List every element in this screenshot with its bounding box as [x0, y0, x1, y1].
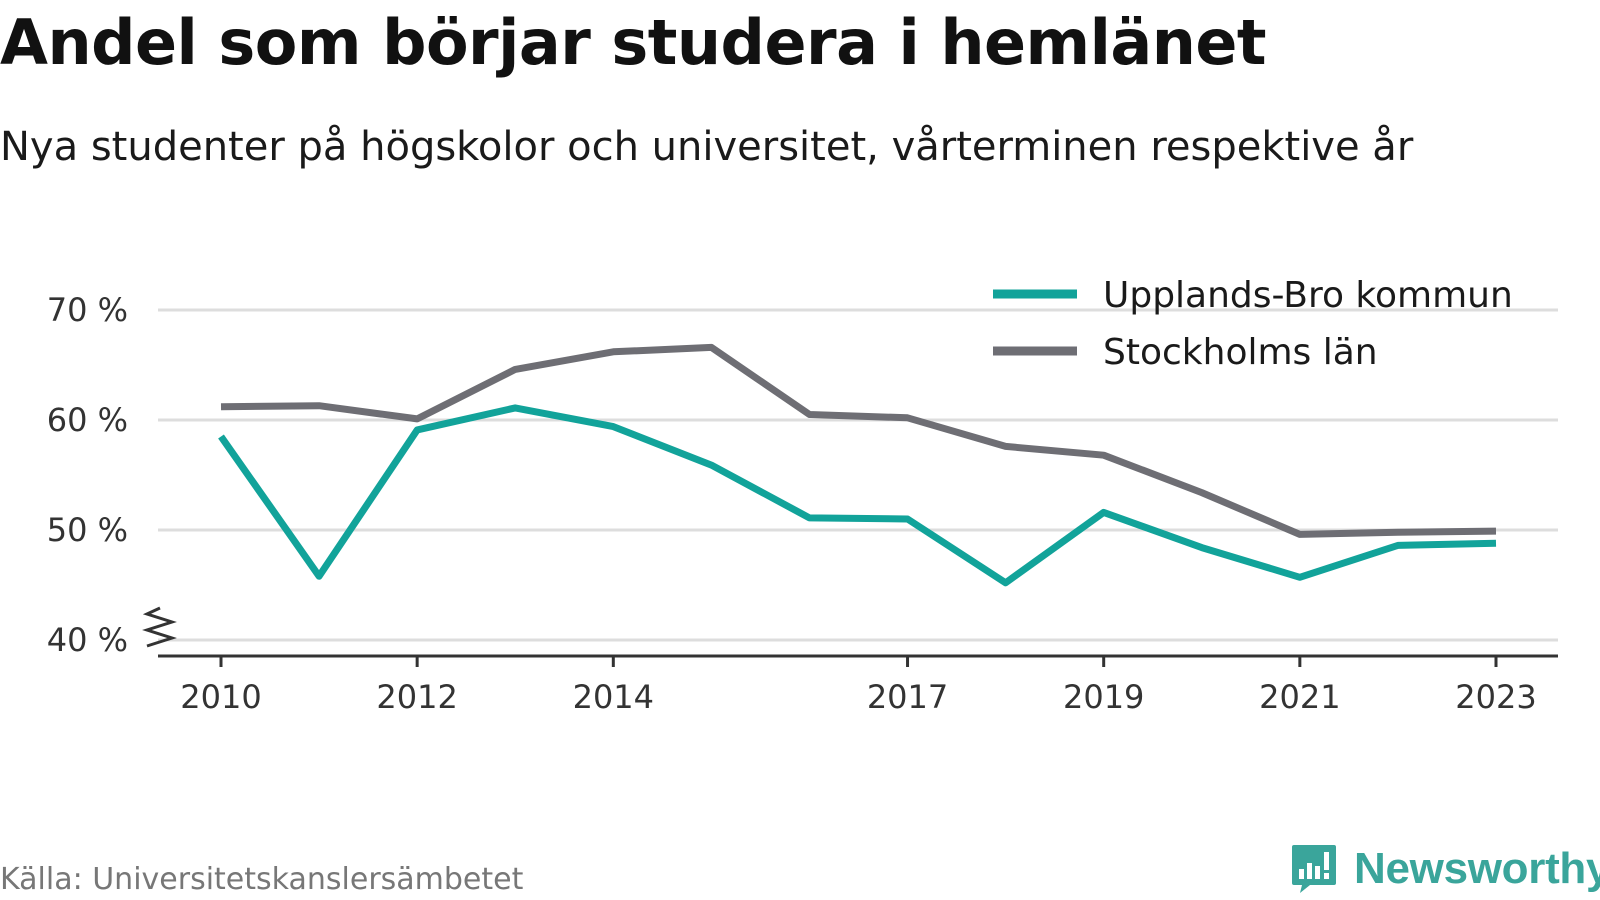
axes: 40 % 50 % 60 % 70 % 2010 2012 2014 2017 2019 2021…	[47, 291, 1558, 716]
bar-chart-exclamation-icon	[1292, 845, 1336, 893]
x-tick-label-2014: 2014	[573, 678, 654, 716]
brand-logo: Newsworthy	[1290, 843, 1600, 895]
x-tick-label-2019: 2019	[1063, 678, 1144, 716]
y-tick-label-60: 60 %	[47, 401, 128, 439]
y-axis-break-mark	[142, 606, 177, 648]
series-lines	[218, 343, 1497, 587]
grid-lines	[158, 308, 1558, 642]
x-tick-label-2017: 2017	[867, 678, 948, 716]
chart-subtitle: Nya studenter på högskolor och universit…	[0, 124, 1414, 170]
legend-label-0: Upplands-Bro kommun	[1103, 275, 1513, 316]
legend-label-1: Stockholms län	[1103, 332, 1378, 373]
x-tick-label-2012: 2012	[376, 678, 457, 716]
y-tick-label-40: 40 %	[47, 621, 128, 659]
chart-title: Andel som börjar studera i hemlänet	[0, 6, 1267, 79]
x-tick-label-2023: 2023	[1455, 678, 1536, 716]
source-note: Källa: Universitetskanslersämbetet	[0, 862, 524, 897]
series-line-stockholms-lan	[220, 343, 1497, 538]
series-line-upplands-bro	[218, 404, 1497, 587]
y-tick-label-70: 70 %	[47, 291, 128, 329]
brand-name: Newsworthy	[1354, 844, 1600, 893]
y-tick-label-50: 50 %	[47, 511, 128, 549]
x-tick-label-2021: 2021	[1259, 678, 1340, 716]
x-tick-label-2010: 2010	[180, 678, 261, 716]
legend: Upplands-Bro kommun Stockholms län	[993, 275, 1513, 373]
